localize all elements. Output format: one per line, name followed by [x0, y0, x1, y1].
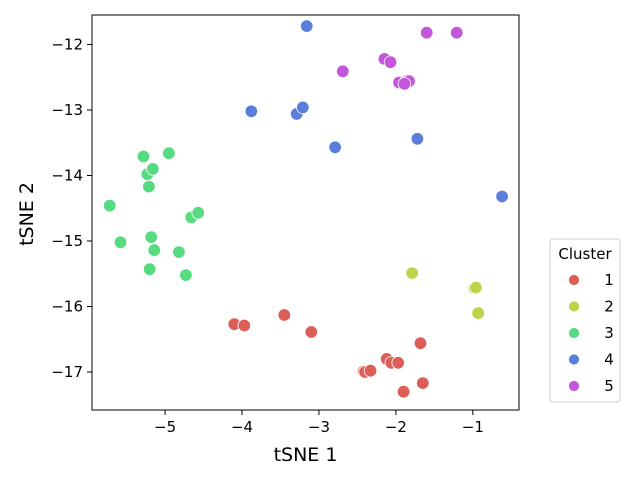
legend-marker-2	[568, 300, 580, 313]
point-cluster-1-10	[391, 356, 405, 370]
point-cluster-5-1	[336, 64, 350, 79]
point-cluster-1-3	[277, 308, 292, 322]
point-cluster-3-14	[191, 206, 205, 220]
point-cluster-5-9	[450, 26, 464, 40]
point-cluster-5-7	[397, 77, 412, 91]
point-cluster-1-13	[416, 376, 430, 390]
y-tick-label: −16	[51, 298, 83, 316]
point-cluster-3-11	[172, 245, 186, 259]
y-axis-label: tSNE 2	[16, 182, 38, 246]
x-tick-label: −1	[462, 418, 484, 436]
legend-label-4: 4	[604, 351, 614, 369]
point-cluster-1-2	[237, 318, 252, 333]
axes: −5 −4 −3 −2 −1 −12 −13 −14 −15 −16 −17	[51, 14, 520, 436]
point-cluster-3-2	[113, 235, 128, 250]
point-cluster-4-4	[300, 19, 314, 33]
x-tick-label: −4	[231, 418, 253, 436]
x-tick-label: −3	[308, 418, 330, 436]
point-cluster-1-11	[396, 385, 411, 399]
point-cluster-2-3	[469, 280, 483, 295]
legend-label-1: 1	[604, 271, 614, 289]
point-cluster-4-7	[495, 189, 509, 204]
y-tick-label: −14	[51, 166, 83, 184]
plot-area	[102, 19, 509, 399]
point-cluster-4-1	[244, 104, 259, 119]
legend-marker-1	[568, 274, 580, 286]
legend-marker-3	[568, 327, 580, 339]
point-cluster-1-12	[413, 336, 428, 350]
point-cluster-3-6	[142, 262, 157, 276]
legend-label-2: 2	[604, 298, 614, 316]
legend-marker-5	[568, 380, 580, 392]
point-cluster-2-4	[471, 306, 485, 320]
legend-title: Cluster	[558, 245, 612, 263]
point-cluster-3-7	[144, 230, 158, 244]
point-cluster-1-4	[304, 325, 319, 339]
plot-frame	[91, 14, 520, 411]
legend-frame	[549, 238, 621, 403]
point-cluster-4-3	[296, 100, 310, 115]
point-cluster-3-12	[179, 268, 193, 282]
legend: Cluster 1 2 3 4 5	[549, 238, 621, 403]
point-cluster-4-6	[410, 132, 425, 146]
x-axis-label: tSNE 1	[274, 444, 338, 466]
point-cluster-3-5	[142, 179, 156, 194]
point-cluster-3-3	[136, 149, 151, 164]
x-tick-label: −5	[154, 418, 176, 436]
point-cluster-4-5	[328, 140, 342, 155]
x-tick-label: −2	[385, 418, 407, 436]
point-cluster-5-8	[420, 26, 434, 40]
point-cluster-3-1	[102, 198, 117, 213]
y-tick-label: −15	[51, 232, 83, 250]
legend-label-5: 5	[604, 377, 614, 395]
point-cluster-2-1	[405, 266, 419, 280]
point-cluster-5-3	[383, 55, 398, 69]
y-tick-label: −13	[51, 101, 83, 119]
point-cluster-3-8	[146, 162, 160, 176]
point-cluster-3-10	[162, 146, 176, 160]
legend-marker-4	[568, 353, 580, 366]
y-tick-label: −12	[51, 35, 83, 53]
y-tick-label: −17	[51, 363, 83, 381]
point-cluster-3-9	[147, 243, 162, 257]
point-cluster-1-7	[363, 364, 378, 378]
legend-label-3: 3	[604, 324, 614, 342]
